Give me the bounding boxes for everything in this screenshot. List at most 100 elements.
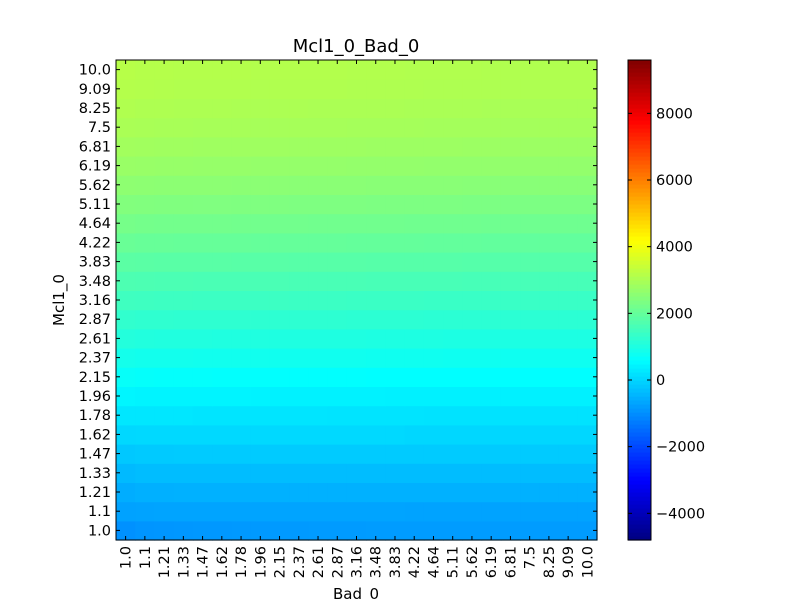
heatmap-cell — [192, 367, 213, 387]
heatmap-cell — [308, 271, 329, 291]
heatmap-cell — [404, 482, 425, 503]
heatmap-cell — [539, 232, 560, 253]
y-tick-label: 1.62 — [79, 427, 111, 443]
colorbar-segment — [628, 400, 651, 405]
heatmap-cell — [346, 156, 367, 176]
heatmap-cell — [192, 60, 213, 80]
heatmap-cell — [385, 79, 406, 99]
heatmap-cell — [269, 328, 290, 349]
heatmap-cell — [173, 194, 194, 215]
heatmap-cell — [346, 252, 367, 272]
colorbar-segment — [628, 164, 651, 169]
heatmap-cell — [577, 213, 598, 234]
heatmap-cell — [385, 405, 406, 426]
heatmap-cell — [481, 386, 502, 407]
heatmap-cell — [520, 463, 540, 483]
heatmap-cell — [327, 444, 348, 464]
heatmap-cell — [173, 136, 194, 157]
heatmap-cell — [212, 482, 233, 503]
heatmap-cell — [500, 117, 521, 138]
heatmap-cell — [500, 309, 521, 330]
colorbar-segment — [628, 72, 651, 77]
heatmap-cell — [346, 309, 367, 330]
heatmap-cell — [539, 501, 560, 522]
heatmap-cell — [520, 501, 540, 522]
heatmap-cell — [423, 175, 444, 195]
colorbar-segment — [628, 284, 651, 289]
heatmap-cell — [116, 520, 136, 541]
heatmap-cell — [308, 367, 329, 387]
heatmap-cell — [135, 117, 156, 138]
colorbar-segment — [628, 480, 651, 485]
y-tick-label: 3.48 — [79, 274, 111, 290]
heatmap-cell — [289, 175, 309, 195]
heatmap-cell — [173, 520, 194, 541]
colorbar-segment — [628, 120, 651, 125]
x-tick-label: 10.0 — [580, 546, 596, 578]
colorbar-segment — [628, 248, 651, 253]
heatmap-cell — [443, 156, 463, 176]
heatmap-cell — [423, 309, 444, 330]
colorbar-segment — [628, 292, 651, 297]
heatmap-cell — [366, 348, 386, 368]
heatmap-cell — [500, 271, 521, 291]
heatmap-cell — [539, 290, 560, 311]
colorbar-segment — [628, 208, 651, 213]
heatmap-cell — [366, 482, 386, 503]
heatmap-cell — [212, 501, 233, 522]
heatmap-cell — [366, 386, 386, 407]
heatmap-cell — [539, 117, 560, 138]
heatmap-cell — [231, 98, 252, 119]
heatmap-cell — [289, 309, 309, 330]
colorbar-segment — [628, 80, 651, 85]
heatmap-cell — [366, 367, 386, 387]
heatmap-cell — [173, 386, 194, 407]
heatmap-cell — [192, 290, 213, 311]
colorbar-segment — [628, 320, 651, 325]
heatmap-cell — [269, 444, 290, 464]
heatmap-cell — [500, 367, 521, 387]
y-tick-label: 2.37 — [79, 351, 111, 367]
colorbar-segment — [628, 200, 651, 205]
heatmap-cell — [135, 136, 156, 157]
colorbar-segment — [628, 184, 651, 189]
y-tick-label: 2.15 — [79, 370, 111, 386]
heatmap-cell — [462, 501, 483, 522]
heatmap-cell — [539, 175, 560, 195]
colorbar-segment — [628, 308, 651, 313]
y-tick-label: 5.11 — [79, 197, 111, 213]
heatmap-cell — [558, 175, 579, 195]
heatmap-cell — [404, 424, 425, 445]
heatmap-cell — [154, 501, 175, 522]
heatmap-cell — [289, 232, 309, 253]
heatmap-cell — [231, 117, 252, 138]
heatmap-cell — [577, 309, 598, 330]
heatmap-cell — [327, 463, 348, 483]
heatmap-cell — [558, 136, 579, 157]
heatmap-cell — [289, 271, 309, 291]
heatmap-cell — [366, 79, 386, 99]
heatmap-cell — [308, 290, 329, 311]
colorbar-segment — [628, 128, 651, 133]
heatmap-cell — [423, 520, 444, 541]
heatmap-cell — [481, 60, 502, 80]
colorbar-segment — [628, 428, 651, 433]
heatmap-cell — [462, 386, 483, 407]
heatmap-cell — [366, 175, 386, 195]
heatmap-cell — [173, 290, 194, 311]
heatmap-cell — [423, 405, 444, 426]
heatmap-cell — [500, 501, 521, 522]
heatmap-cell — [231, 60, 252, 80]
heatmap-cell — [558, 271, 579, 291]
heatmap-cell — [481, 271, 502, 291]
x-tick-label: 1.21 — [157, 546, 173, 578]
y-tick-label: 2.87 — [79, 312, 111, 328]
y-tick-label: 1.78 — [79, 408, 111, 424]
heatmap-cell — [577, 98, 598, 119]
colorbar-segment — [628, 408, 651, 413]
heatmap-cell — [443, 386, 463, 407]
heatmap-cell — [308, 328, 329, 349]
heatmap-cell — [327, 348, 348, 368]
heatmap-cell — [520, 156, 540, 176]
